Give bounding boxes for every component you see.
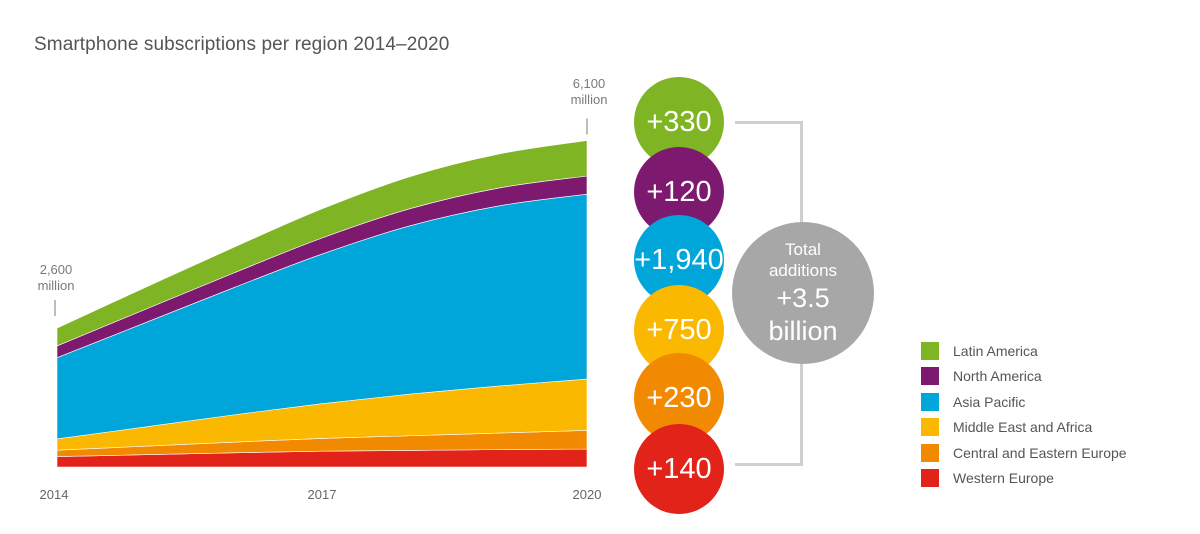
stacked-area-chart <box>54 118 588 468</box>
start-annotation-unit: million <box>37 278 75 293</box>
legend-item-latin-america: Latin America <box>921 338 1127 364</box>
legend-label: Asia Pacific <box>953 393 1026 410</box>
end-annotation-unit: million <box>570 92 608 107</box>
legend: Latin America North America Asia Pacific… <box>921 338 1127 491</box>
total-line-3: +3.5 <box>776 283 830 313</box>
legend-swatch <box>921 367 939 386</box>
x-tick-2020: 2020 <box>572 487 602 502</box>
bubble-western-europe: +140 <box>634 424 724 514</box>
legend-label: Western Europe <box>953 470 1054 487</box>
total-line-1: Total <box>785 240 821 259</box>
legend-swatch <box>921 443 939 462</box>
start-annotation-value: 2,600 <box>39 262 73 277</box>
x-tick-2017: 2017 <box>307 487 337 502</box>
area-latin-america <box>56 140 588 347</box>
chart-title: Smartphone subscriptions per region 2014… <box>34 34 450 55</box>
total-line-2: additions <box>768 261 838 280</box>
total-additions-circle: Total additions +3.5 billion <box>732 222 874 364</box>
legend-swatch <box>921 418 939 437</box>
legend-label: Latin America <box>953 342 1038 359</box>
legend-swatch <box>921 392 939 411</box>
legend-label: Central and Eastern Europe <box>953 444 1127 461</box>
legend-item-north-america: North America <box>921 364 1127 390</box>
legend-item-western-europe: Western Europe <box>921 466 1127 492</box>
end-annotation-value: 6,100 <box>572 76 606 91</box>
start-annotation: 2,600 million <box>30 262 82 294</box>
x-tick-2014: 2014 <box>39 487 69 502</box>
bubble-central-eastern-europe: +230 <box>634 353 724 443</box>
legend-swatch <box>921 469 939 488</box>
legend-item-middle-east-africa: Middle East and Africa <box>921 415 1127 441</box>
end-annotation: 6,100 million <box>560 76 618 108</box>
legend-item-central-eastern-europe: Central and Eastern Europe <box>921 440 1127 466</box>
total-line-4: billion <box>768 316 838 346</box>
legend-label: Middle East and Africa <box>953 419 1093 436</box>
legend-label: North America <box>953 368 1042 385</box>
legend-swatch <box>921 341 939 360</box>
legend-item-asia-pacific: Asia Pacific <box>921 389 1127 415</box>
